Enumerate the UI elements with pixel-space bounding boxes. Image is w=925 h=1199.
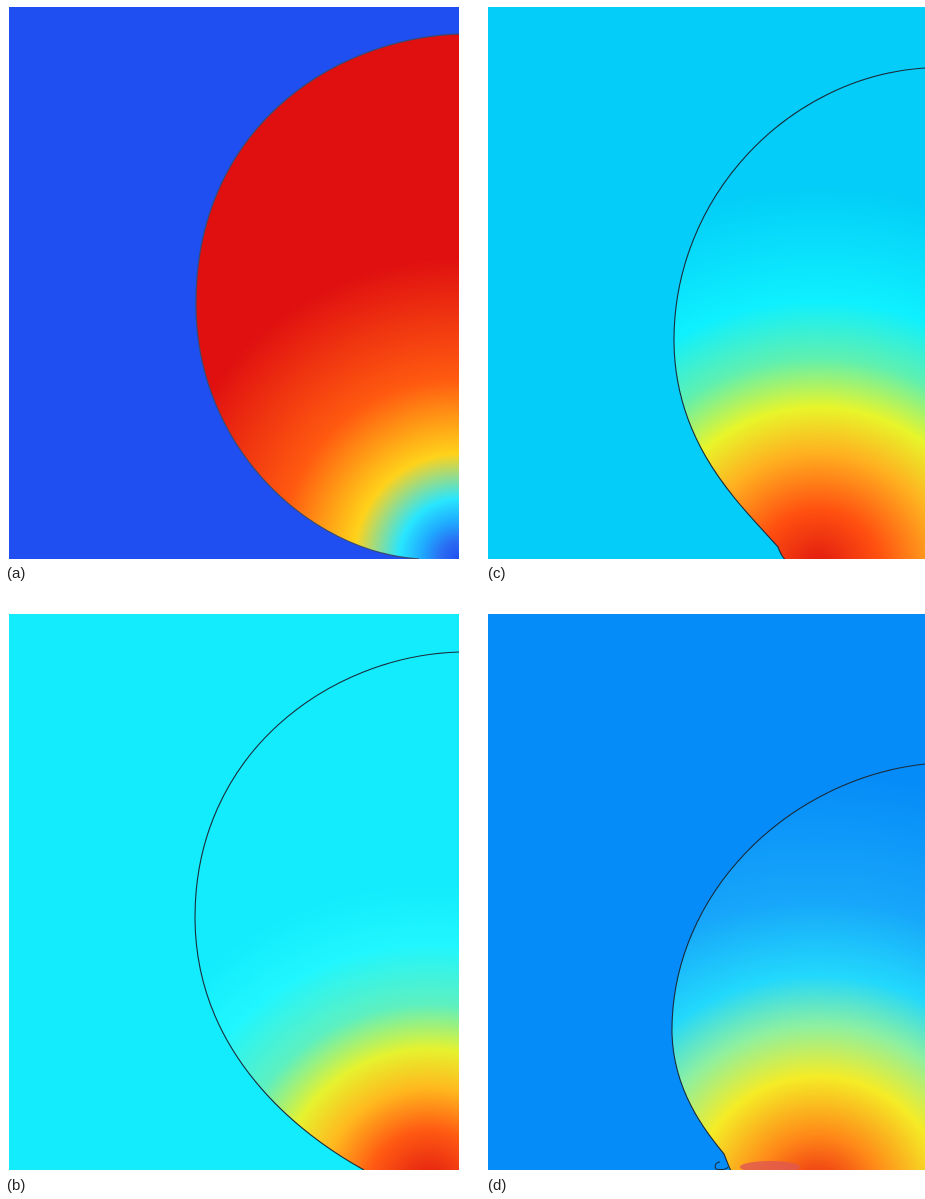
panel-d-wall-spot	[740, 1161, 800, 1170]
panel-a	[9, 7, 459, 559]
panel-a-label: (a)	[7, 565, 26, 582]
panel-c-bubble-field	[673, 68, 925, 559]
panel-a-interface-curve	[195, 33, 459, 559]
panel-b-interface-curve	[194, 651, 459, 1170]
panel-c	[488, 7, 925, 559]
panel-d	[488, 614, 925, 1170]
panel-c-label: (c)	[488, 565, 506, 582]
panel-a-field	[9, 7, 459, 559]
panel-d-field	[488, 614, 925, 1170]
panel-b-field	[9, 614, 459, 1170]
panel-d-contact-detail	[714, 1161, 729, 1170]
panel-c-field	[488, 7, 925, 559]
panel-a-bubble-field	[195, 34, 459, 559]
panel-b-label: (b)	[7, 1177, 26, 1194]
panel-b	[9, 614, 459, 1170]
panel-c-interface-curve	[673, 67, 925, 559]
panel-d-bubble-field	[671, 764, 925, 1170]
panel-d-label: (d)	[488, 1177, 507, 1194]
panel-b-bubble-field	[194, 652, 459, 1170]
panel-d-interface-curve	[671, 763, 925, 1170]
